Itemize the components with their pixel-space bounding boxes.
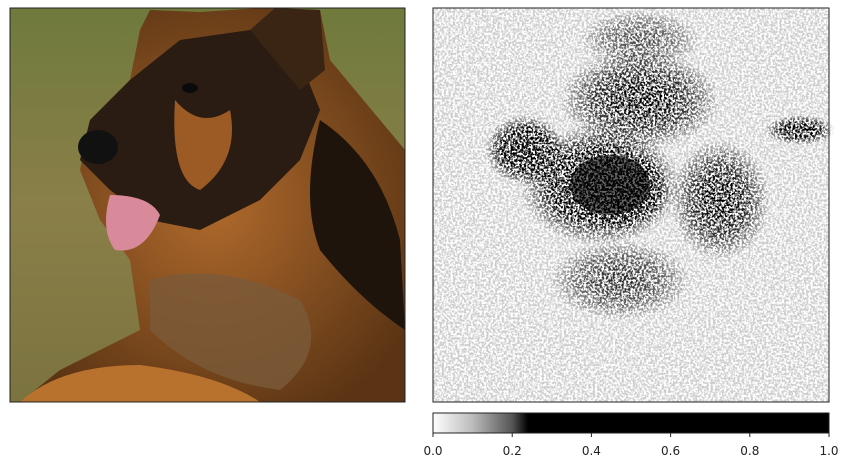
image-frame — [9, 7, 406, 403]
tick-label: 0.0 — [423, 444, 442, 458]
colorbar-gradient — [432, 412, 830, 434]
dog-photo — [10, 8, 405, 402]
tick-label: 0.6 — [661, 444, 680, 458]
tick-label: 1.0 — [819, 444, 838, 458]
colorbar: 0.0 0.2 0.4 0.6 0.8 1.0 — [423, 412, 839, 458]
tick-label: 0.4 — [582, 444, 601, 458]
saliency-map — [432, 7, 835, 403]
tick-label: 0.2 — [503, 444, 522, 458]
tick-label: 0.8 — [740, 444, 759, 458]
